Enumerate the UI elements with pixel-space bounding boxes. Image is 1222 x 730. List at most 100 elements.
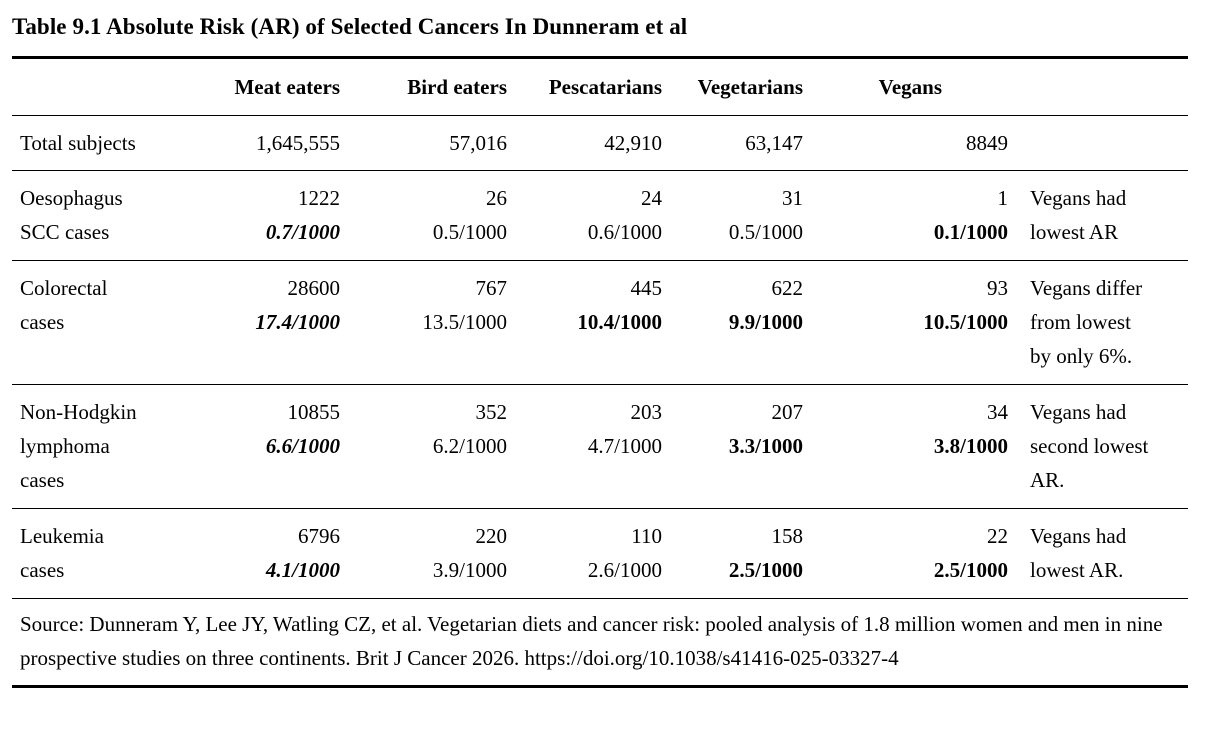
note-cell: Vegans had second lowest AR. — [1008, 385, 1188, 509]
source-citation: Source: Dunneram Y, Lee JY, Watling CZ, … — [12, 599, 1188, 688]
note-cell: Vegans differ from lowest by only 6%. — [1008, 261, 1188, 385]
note-line: Vegans had — [1030, 400, 1127, 424]
cell-bird-eaters: 26 0.5/1000 — [340, 171, 507, 261]
table-row-total-subjects: Total subjects 1,645,555 57,016 42,910 6… — [12, 116, 1188, 171]
table-row-colorectal: Colorectal cases 28600 17.4/1000 767 13.… — [12, 261, 1188, 385]
absolute-risk-rate: 2.5/1000 — [728, 558, 803, 582]
table-title: Table 9.1 Absolute Risk (AR) of Selected… — [12, 14, 688, 39]
case-count: 622 — [771, 276, 804, 300]
col-header-vegans: Vegans — [878, 75, 942, 99]
absolute-risk-table: Meat eaters Bird eaters Pescatarians Veg… — [12, 56, 1188, 599]
absolute-risk-rate: 0.5/1000 — [728, 220, 803, 244]
note-cell: Vegans had lowest AR. — [1008, 509, 1188, 599]
case-count: 93 — [987, 276, 1008, 300]
cell-meat-eaters: 6796 4.1/1000 — [187, 509, 340, 599]
absolute-risk-rate: 0.6/1000 — [587, 220, 662, 244]
case-count: 10855 — [287, 400, 341, 424]
case-count: 31 — [782, 186, 803, 210]
header-notes-spacer — [1008, 58, 1188, 116]
case-count: 352 — [475, 400, 508, 424]
cell-vegetarians: 622 9.9/1000 — [662, 261, 803, 385]
absolute-risk-rate: 3.8/1000 — [933, 434, 1008, 458]
col-header-pescatarians: Pescatarians — [548, 75, 662, 99]
note-line: Vegans differ — [1030, 276, 1143, 300]
row-label-line: cases — [20, 310, 65, 334]
table-row-oesophagus-scc: Oesophagus SCC cases 1222 0.7/1000 26 0.… — [12, 171, 1188, 261]
absolute-risk-rate: 9.9/1000 — [728, 310, 803, 334]
col-header-bird-eaters: Bird eaters — [407, 75, 507, 99]
absolute-risk-rate: 6.2/1000 — [432, 434, 507, 458]
case-count: 110 — [631, 524, 662, 548]
case-count: 445 — [630, 276, 663, 300]
table-row-non-hodgkin-lymphoma: Non-Hodgkin lymphoma cases 10855 6.6/100… — [12, 385, 1188, 509]
note-line: second lowest — [1030, 434, 1149, 458]
cell-bird-eaters: 220 3.9/1000 — [340, 509, 507, 599]
cell-meat-eaters: 28600 17.4/1000 — [187, 261, 340, 385]
row-label-line: cases — [20, 558, 65, 582]
absolute-risk-rate: 0.1/1000 — [933, 220, 1008, 244]
row-label: Leukemia cases — [12, 509, 187, 599]
total-bird-eaters: 57,016 — [449, 131, 507, 155]
row-label: Non-Hodgkin lymphoma cases — [12, 385, 187, 509]
row-label-line: Colorectal — [20, 276, 108, 300]
absolute-risk-rate: 0.5/1000 — [432, 220, 507, 244]
absolute-risk-rate: 13.5/1000 — [422, 310, 507, 334]
note-line: AR. — [1030, 468, 1065, 492]
cell-meat-eaters: 10855 6.6/1000 — [187, 385, 340, 509]
note-cell: Vegans had lowest AR — [1008, 171, 1188, 261]
cell-vegetarians: 31 0.5/1000 — [662, 171, 803, 261]
col-header-meat-eaters: Meat eaters — [234, 75, 340, 99]
row-label: Colorectal cases — [12, 261, 187, 385]
absolute-risk-rate: 0.7/1000 — [265, 220, 340, 244]
note-line: lowest AR. — [1030, 558, 1124, 582]
note-line: from lowest — [1030, 310, 1131, 334]
note-line: Vegans had — [1030, 524, 1127, 548]
cell-bird-eaters: 352 6.2/1000 — [340, 385, 507, 509]
case-count: 1222 — [298, 186, 340, 210]
absolute-risk-rate: 6.6/1000 — [265, 434, 340, 458]
absolute-risk-rate: 10.4/1000 — [577, 310, 662, 334]
absolute-risk-rate: 4.7/1000 — [587, 434, 662, 458]
header-spacer — [12, 58, 187, 116]
case-count: 158 — [771, 524, 804, 548]
case-count: 203 — [630, 400, 663, 424]
case-count: 220 — [475, 524, 508, 548]
total-pescatarians: 42,910 — [604, 131, 662, 155]
row-label: Total subjects — [20, 131, 136, 155]
row-label-line: Non-Hodgkin — [20, 400, 137, 424]
cell-pescatarians: 110 2.6/1000 — [507, 509, 662, 599]
document-page: Table 9.1 Absolute Risk (AR) of Selected… — [12, 14, 1188, 688]
absolute-risk-rate: 17.4/1000 — [255, 310, 340, 334]
cell-vegans: 93 10.5/1000 — [803, 261, 1008, 385]
note-line: lowest AR — [1030, 220, 1119, 244]
note-cell — [1008, 116, 1188, 171]
total-vegans: 8849 — [966, 131, 1008, 155]
cell-bird-eaters: 767 13.5/1000 — [340, 261, 507, 385]
row-label-line: cases — [20, 468, 65, 492]
cell-pescatarians: 203 4.7/1000 — [507, 385, 662, 509]
total-vegetarians: 63,147 — [745, 131, 803, 155]
cell-vegetarians: 158 2.5/1000 — [662, 509, 803, 599]
cell-vegans: 34 3.8/1000 — [803, 385, 1008, 509]
row-label-line: Oesophagus — [20, 186, 123, 210]
absolute-risk-rate: 3.9/1000 — [432, 558, 507, 582]
cell-meat-eaters: 1222 0.7/1000 — [187, 171, 340, 261]
note-line: by only 6%. — [1030, 344, 1133, 368]
col-header-vegetarians: Vegetarians — [697, 75, 803, 99]
absolute-risk-rate: 2.5/1000 — [933, 558, 1008, 582]
cell-pescatarians: 445 10.4/1000 — [507, 261, 662, 385]
absolute-risk-rate: 3.3/1000 — [728, 434, 803, 458]
case-count: 26 — [486, 186, 507, 210]
case-count: 6796 — [298, 524, 340, 548]
case-count: 207 — [771, 400, 804, 424]
cell-vegetarians: 207 3.3/1000 — [662, 385, 803, 509]
case-count: 24 — [641, 186, 662, 210]
absolute-risk-rate: 10.5/1000 — [923, 310, 1008, 334]
absolute-risk-rate: 4.1/1000 — [265, 558, 340, 582]
row-label-line: SCC cases — [20, 220, 110, 244]
case-count: 22 — [987, 524, 1008, 548]
absolute-risk-rate: 2.6/1000 — [587, 558, 662, 582]
case-count: 34 — [987, 400, 1008, 424]
header-row: Meat eaters Bird eaters Pescatarians Veg… — [12, 58, 1188, 116]
cell-vegans: 1 0.1/1000 — [803, 171, 1008, 261]
